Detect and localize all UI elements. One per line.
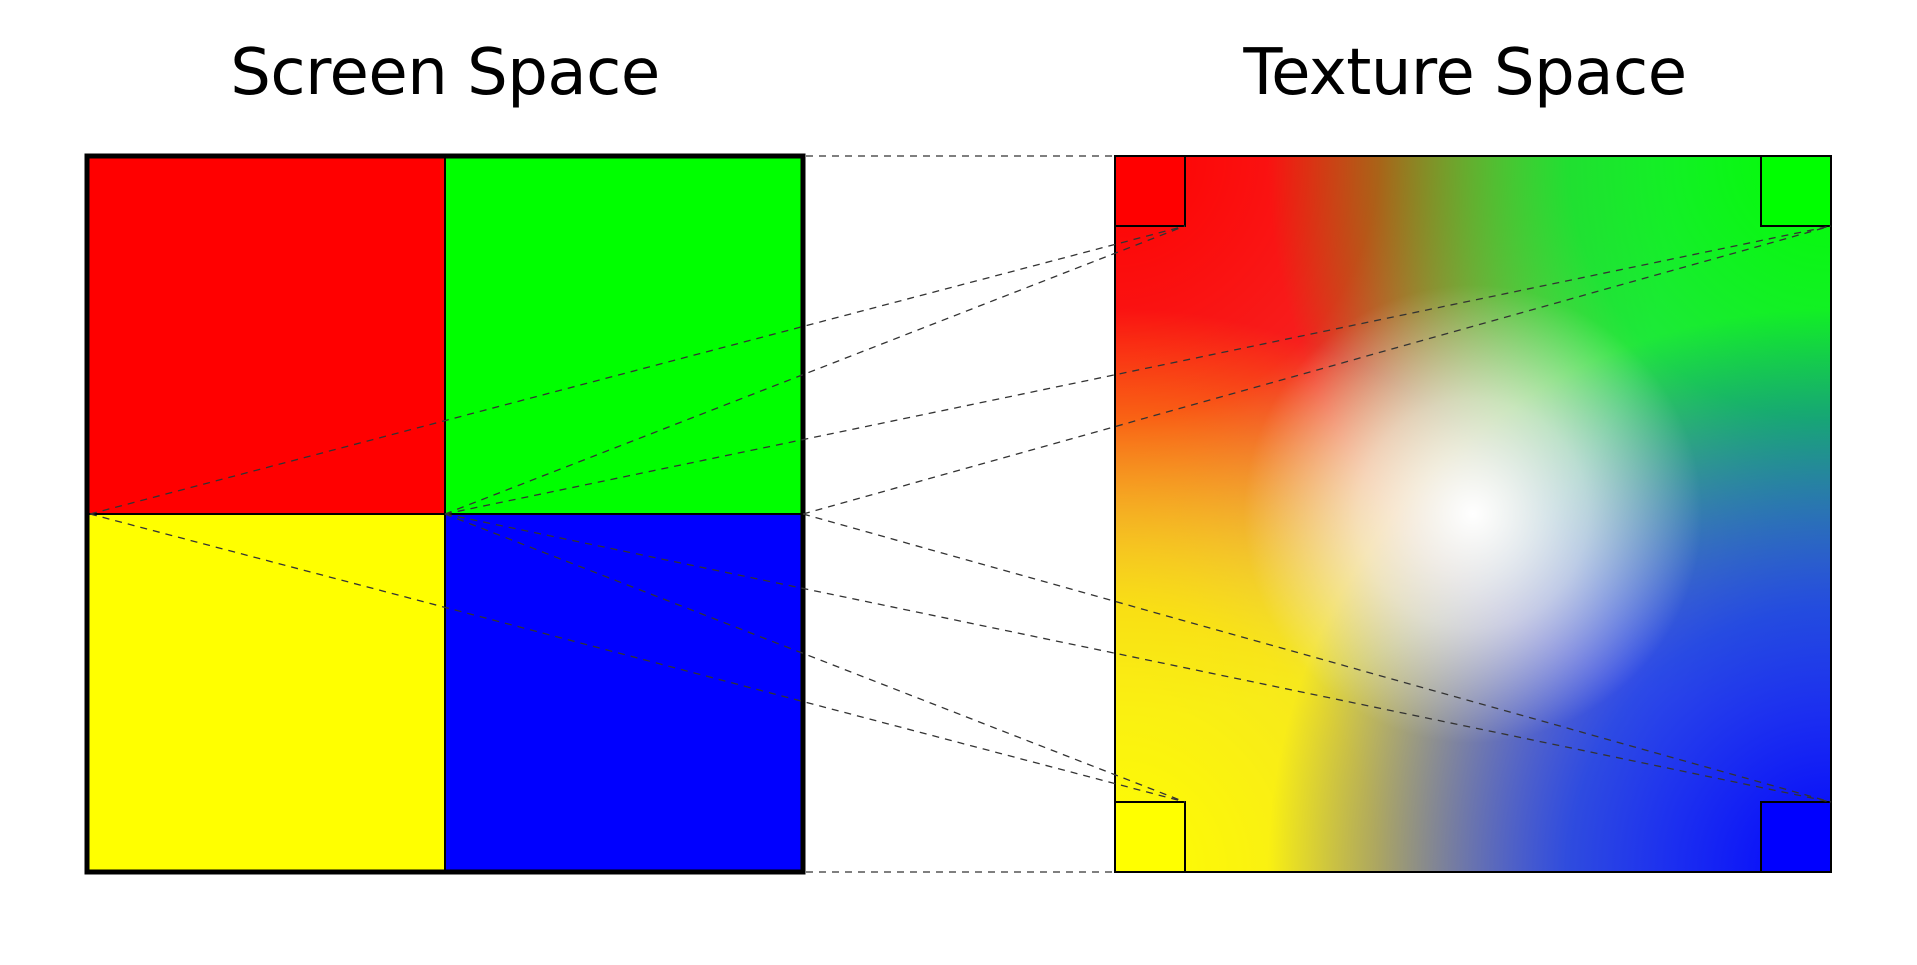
texture-blend-center-white	[1115, 156, 1831, 872]
screen-quadrant-green	[445, 156, 803, 514]
connector-right-mid-to-green-texel	[802, 225, 1832, 515]
texel-green	[1760, 155, 1832, 227]
connector-center-to-green-texel	[444, 225, 1832, 515]
screen-quadrant-blue	[445, 514, 803, 872]
texture-space-border	[1114, 155, 1832, 873]
connector-left-mid-to-red-texel	[89, 225, 1186, 515]
connector-left-mid-to-yellow-texel	[89, 513, 1186, 803]
connector-center-to-blue-texel	[444, 513, 1832, 803]
screen-quadrant-yellow	[87, 514, 445, 872]
texture-space-panel	[1114, 155, 1832, 873]
texel-blue	[1760, 801, 1832, 873]
connector-center-to-red-texel	[444, 225, 1186, 515]
texel-yellow	[1114, 801, 1186, 873]
screen-space-title: Screen Space	[230, 36, 660, 110]
texture-space-title: Texture Space	[1243, 36, 1687, 110]
screen-quadrant-red	[87, 156, 445, 514]
mapping-connectors	[89, 155, 1832, 873]
connector-right-mid-to-blue-texel	[802, 513, 1832, 803]
connector-center-to-yellow-texel	[444, 513, 1186, 803]
texel-red	[1114, 155, 1186, 227]
